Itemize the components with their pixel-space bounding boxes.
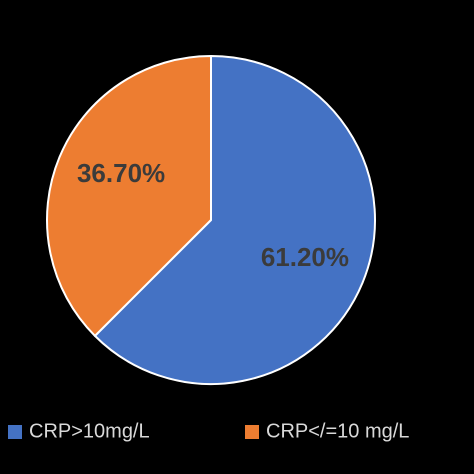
legend-label-1: CRP>10mg/L	[29, 420, 150, 442]
pie-slices	[46, 55, 376, 385]
data-label-slice-2: 36.70%	[77, 158, 165, 188]
legend: CRP>10mg/L CRP</=10 mg/L	[8, 420, 409, 442]
legend-label-2: CRP</=10 mg/L	[266, 420, 409, 442]
legend-swatch-2	[245, 425, 259, 439]
pie-slice-1	[93, 55, 376, 385]
pie-slice-labels: 61.20% 36.70%	[77, 158, 349, 272]
data-label-slice-1: 61.20%	[261, 242, 349, 272]
legend-swatch-1	[8, 425, 22, 439]
pie-slice-2	[46, 55, 212, 337]
legend-item-2: CRP</=10 mg/L	[245, 420, 409, 442]
legend-item-1: CRP>10mg/L	[8, 420, 150, 442]
